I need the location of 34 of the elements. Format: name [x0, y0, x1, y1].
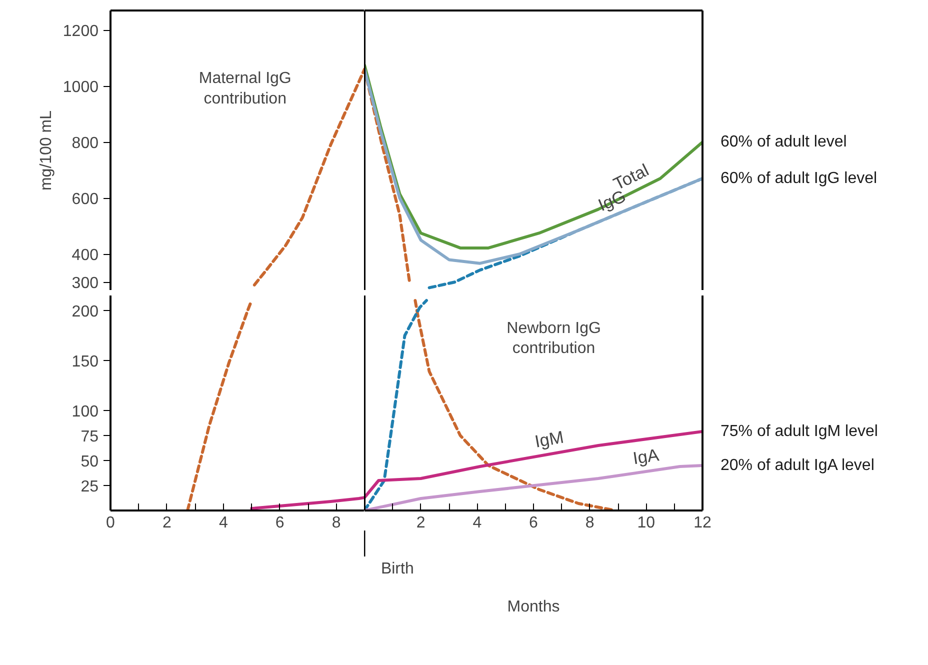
x-tick-label: 6	[275, 514, 284, 532]
x-tick-label: 10	[637, 514, 656, 532]
y-tick-label: 800	[72, 135, 99, 152]
y-tick-label: 400	[72, 247, 99, 264]
y-tick-label: 1200	[62, 23, 99, 40]
x-tick-label: 8	[332, 514, 341, 532]
text: IgA	[632, 444, 661, 468]
y-tick-label: 200	[72, 304, 99, 320]
x-tick-label: 8	[585, 514, 594, 532]
y-tick-label: 300	[72, 275, 99, 292]
annotation: Maternal IgG contribution	[198, 70, 292, 108]
y-tick-label: 100	[72, 404, 99, 420]
y-tick-label: 25	[80, 478, 99, 496]
text: 75% of adult IgM level	[720, 423, 878, 440]
x-tick-label: 4	[218, 514, 228, 532]
x-tick-label: 4	[472, 514, 482, 532]
annotation: Newborn IgG contribution	[506, 320, 601, 358]
y-tick-label: 75	[80, 428, 99, 446]
x-tick-label: 0	[106, 514, 116, 532]
x-tick-label: 6	[529, 514, 538, 532]
y-tick-label: 1000	[62, 79, 99, 96]
y-tick-label: 600	[72, 191, 99, 208]
text: Birth	[380, 560, 414, 578]
x-tick-label: 2	[416, 514, 426, 532]
y-axis-title: mg/100 mL	[38, 110, 55, 191]
x-tick-label: 12	[694, 514, 712, 532]
y-tick-label: 50	[80, 454, 99, 470]
x-axis-title: Months	[507, 598, 560, 616]
x-tick-label: 2	[162, 514, 172, 532]
text: 20% of adult IgA level	[720, 457, 874, 474]
text: 60% of adult IgG level	[720, 170, 878, 187]
y-tick-label: 150	[72, 354, 99, 370]
text: 60% of adult level	[720, 134, 847, 151]
text: IgM	[533, 426, 566, 452]
